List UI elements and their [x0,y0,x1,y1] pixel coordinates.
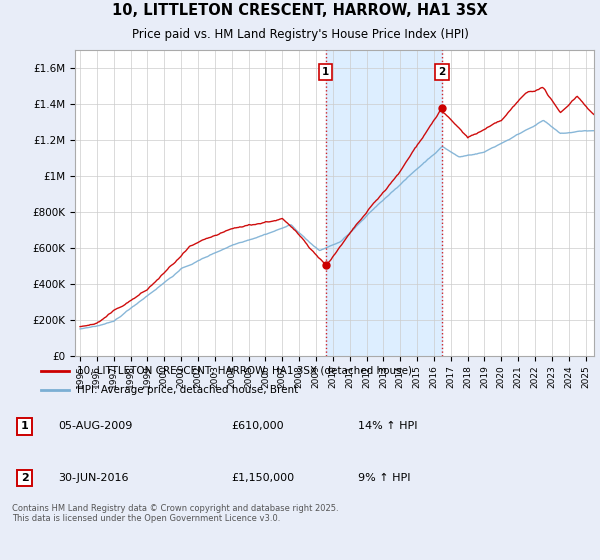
Text: 2: 2 [439,67,446,77]
Text: Contains HM Land Registry data © Crown copyright and database right 2025.
This d: Contains HM Land Registry data © Crown c… [12,504,338,524]
Text: 05-AUG-2009: 05-AUG-2009 [58,421,133,431]
Text: 10, LITTLETON CRESCENT, HARROW, HA1 3SX (detached house): 10, LITTLETON CRESCENT, HARROW, HA1 3SX … [77,366,412,376]
Text: HPI: Average price, detached house, Brent: HPI: Average price, detached house, Bren… [77,385,298,394]
Text: 14% ↑ HPI: 14% ↑ HPI [358,421,417,431]
Text: Price paid vs. HM Land Registry's House Price Index (HPI): Price paid vs. HM Land Registry's House … [131,28,469,41]
Text: 9% ↑ HPI: 9% ↑ HPI [358,473,410,483]
Text: 1: 1 [21,421,29,431]
Bar [326,50,442,356]
Text: 30-JUN-2016: 30-JUN-2016 [58,473,128,483]
Text: £1,150,000: £1,150,000 [231,473,294,483]
Text: 2: 2 [21,473,29,483]
Text: 10, LITTLETON CRESCENT, HARROW, HA1 3SX: 10, LITTLETON CRESCENT, HARROW, HA1 3SX [112,2,488,17]
Text: £610,000: £610,000 [231,421,284,431]
Text: 1: 1 [322,67,329,77]
